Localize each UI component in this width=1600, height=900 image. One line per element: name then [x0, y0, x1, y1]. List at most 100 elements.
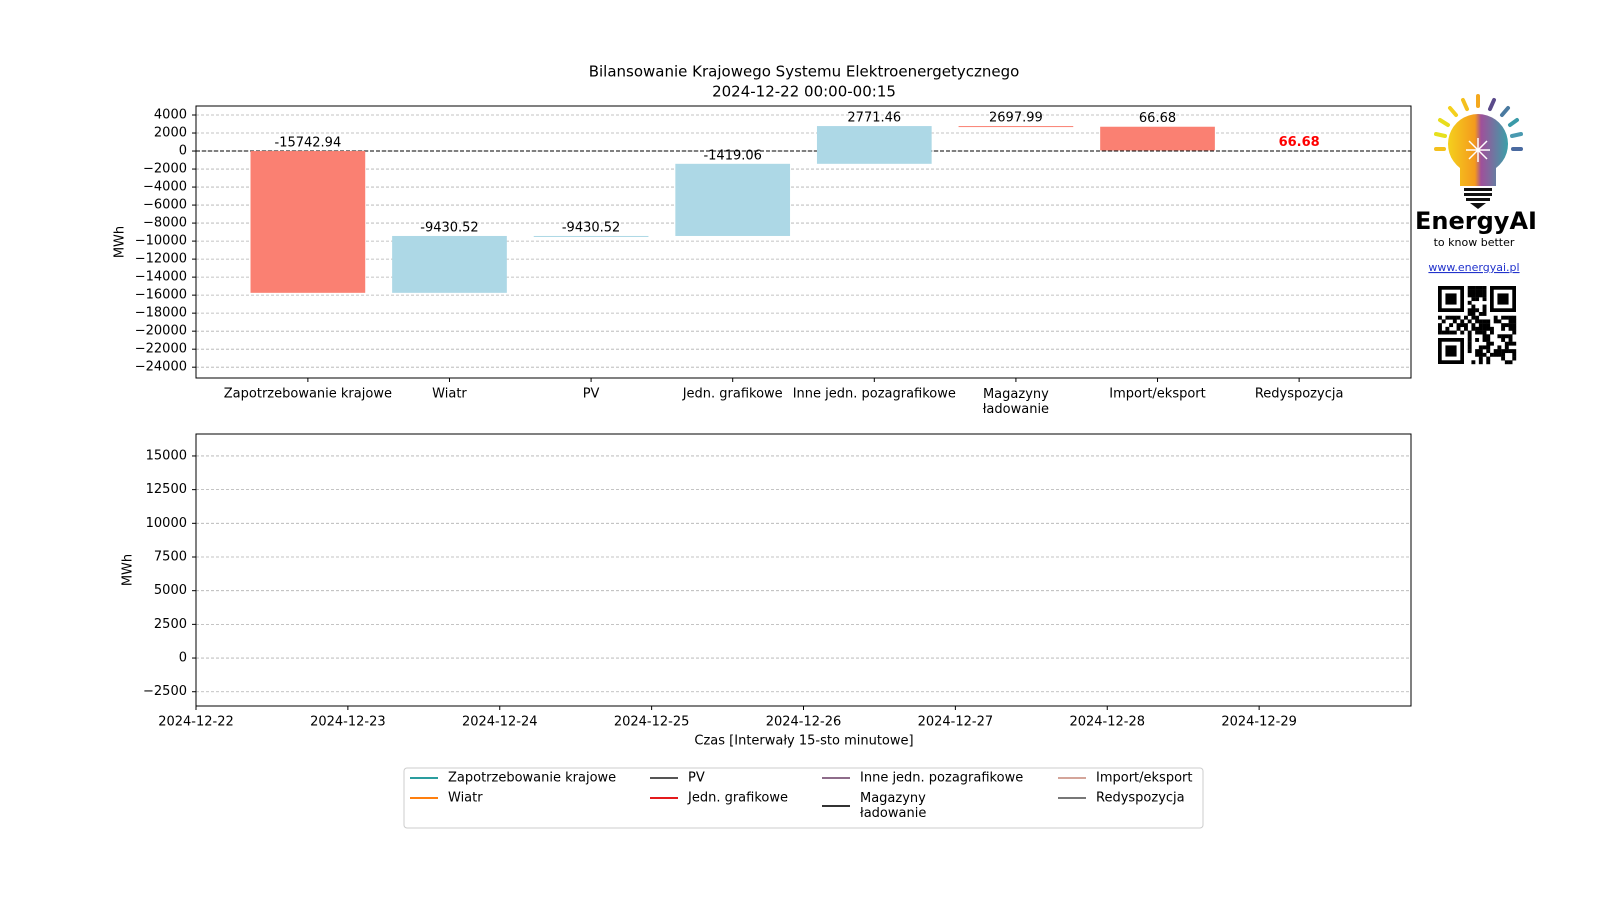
qr-module [1467, 341, 1472, 346]
qr-module [1482, 319, 1487, 324]
qr-module [1471, 315, 1476, 320]
qr-module [1467, 334, 1472, 339]
qr-module [1467, 308, 1472, 313]
logo [1434, 94, 1523, 209]
qr-module [1486, 338, 1491, 342]
qr-module [1490, 341, 1494, 346]
qr-finder [1445, 345, 1457, 357]
qr-code [1438, 286, 1517, 365]
qr-module [1471, 360, 1476, 365]
logo-tagline: to know better [1434, 236, 1515, 249]
qr-module [1508, 341, 1513, 346]
qr-module [1512, 323, 1517, 328]
qr-module [1482, 338, 1487, 342]
qr-module [1490, 330, 1494, 335]
legend-label: Zapotrzebowanie krajowe [448, 771, 616, 786]
qr-module [1504, 349, 1509, 354]
qr-module [1467, 349, 1472, 354]
qr-module [1452, 330, 1457, 335]
legend-label: Wiatr [448, 791, 483, 806]
qr-module [1464, 323, 1468, 328]
qr-module [1471, 286, 1476, 290]
qr-module [1438, 330, 1442, 335]
y-tick-label: 0 [179, 651, 187, 666]
y-tick-label: −22000 [135, 342, 187, 357]
bar [1100, 126, 1215, 151]
qr-module [1467, 286, 1472, 290]
qr-module [1486, 356, 1491, 361]
data-label: 66.68 [1139, 111, 1176, 126]
x-tick-label: 2024-12-28 [1069, 715, 1145, 730]
qr-module [1497, 352, 1502, 357]
logo-link[interactable]: www.energyai.pl [1428, 261, 1519, 274]
qr-module [1478, 345, 1483, 350]
qr-module [1486, 323, 1491, 328]
data-label: -9430.52 [420, 220, 478, 235]
qr-module [1475, 330, 1480, 335]
qr-module [1482, 308, 1487, 313]
qr-module [1482, 289, 1487, 294]
qr-module [1482, 323, 1487, 328]
y-tick-label: 2500 [154, 617, 187, 632]
qr-module [1493, 315, 1498, 320]
qr-module [1475, 308, 1480, 313]
qr-module [1512, 352, 1517, 357]
qr-module [1467, 312, 1472, 316]
qr-module [1475, 326, 1480, 331]
qr-module [1441, 330, 1446, 335]
qr-module [1460, 330, 1465, 335]
qr-module [1508, 319, 1513, 324]
axes-frame [195, 105, 1412, 379]
qr-module [1508, 360, 1513, 365]
qr-module [1504, 360, 1509, 365]
x-tick-label: Import/eksport [1109, 387, 1205, 402]
qr-module [1482, 297, 1487, 302]
plots: 4000 2000 0 −2000 −4000 −6000 −8000 −10000 −1200… [135, 105, 1412, 829]
qr-module [1467, 319, 1472, 324]
legend-label: Redyspozycja [1096, 791, 1185, 806]
y-tick-label: 10000 [146, 516, 187, 531]
qr-module [1501, 349, 1506, 354]
qr-module [1452, 315, 1457, 320]
qr-module [1501, 334, 1506, 339]
qr-module [1486, 319, 1491, 324]
y-tick-label: −4000 [143, 180, 187, 195]
legend-label: Jedn. grafikowe [687, 791, 788, 806]
y-tick-label: −2000 [143, 162, 187, 177]
qr-module [1482, 304, 1487, 309]
qr-module [1467, 330, 1472, 335]
x-tick-label: 2024-12-26 [766, 715, 842, 730]
x-axis-label: Czas [Interwały 15-sto minutowe] [694, 734, 913, 749]
qr-module [1478, 312, 1483, 316]
qr-module [1493, 349, 1498, 354]
qr-module [1486, 349, 1491, 354]
qr-module [1501, 315, 1506, 320]
x-tick-label: 2024-12-22 [158, 715, 234, 730]
qr-module [1493, 319, 1498, 324]
qr-module [1475, 315, 1480, 320]
x-tick-label: Redyspozycja [1255, 387, 1344, 402]
qr-module [1449, 323, 1454, 328]
qr-module [1464, 326, 1468, 331]
y-tick-label: 5000 [154, 583, 187, 598]
qr-module [1475, 352, 1480, 357]
qr-module [1512, 326, 1517, 331]
qr-module [1467, 293, 1472, 298]
qr-module [1478, 286, 1483, 290]
qr-module [1478, 349, 1483, 354]
qr-finder [1445, 293, 1457, 305]
qr-module [1471, 289, 1476, 294]
qr-module [1445, 330, 1450, 335]
bar [675, 163, 791, 236]
qr-module [1504, 334, 1509, 339]
qr-module [1475, 293, 1480, 298]
data-label: -15742.94 [275, 136, 342, 151]
qr-module [1512, 330, 1517, 335]
y-tick-label: −16000 [135, 288, 187, 303]
data-label: 2771.46 [847, 111, 901, 126]
qr-module [1475, 349, 1480, 354]
legend-label: Inne jedn. pozagrafikowe [860, 771, 1023, 786]
qr-module [1475, 286, 1480, 290]
qr-module [1508, 326, 1513, 331]
bar [392, 235, 507, 293]
